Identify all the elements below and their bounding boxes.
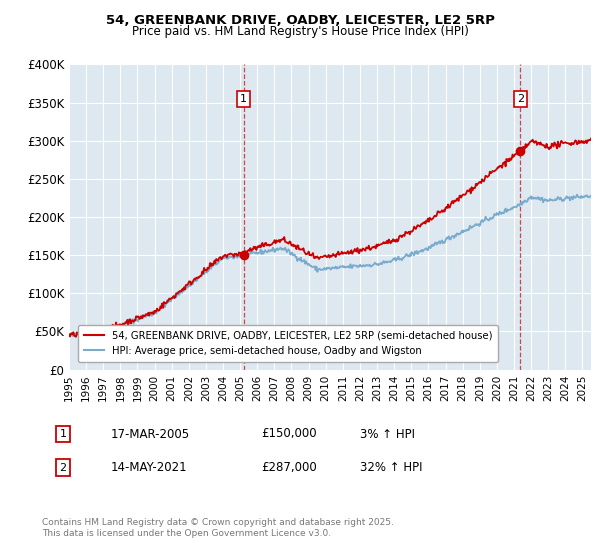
Text: £287,000: £287,000: [261, 461, 317, 474]
Text: 17-MAR-2005: 17-MAR-2005: [111, 427, 190, 441]
Text: 54, GREENBANK DRIVE, OADBY, LEICESTER, LE2 5RP: 54, GREENBANK DRIVE, OADBY, LEICESTER, L…: [106, 14, 494, 27]
Text: 3% ↑ HPI: 3% ↑ HPI: [360, 427, 415, 441]
Text: Contains HM Land Registry data © Crown copyright and database right 2025.
This d: Contains HM Land Registry data © Crown c…: [42, 518, 394, 538]
Text: Price paid vs. HM Land Registry's House Price Index (HPI): Price paid vs. HM Land Registry's House …: [131, 25, 469, 38]
Text: 1: 1: [59, 429, 67, 439]
Legend: 54, GREENBANK DRIVE, OADBY, LEICESTER, LE2 5RP (semi-detached house), HPI: Avera: 54, GREENBANK DRIVE, OADBY, LEICESTER, L…: [78, 325, 499, 362]
Text: 2: 2: [59, 463, 67, 473]
Text: 2: 2: [517, 94, 524, 104]
Text: 1: 1: [240, 94, 247, 104]
Text: 32% ↑ HPI: 32% ↑ HPI: [360, 461, 422, 474]
Text: £150,000: £150,000: [261, 427, 317, 441]
Text: 14-MAY-2021: 14-MAY-2021: [111, 461, 188, 474]
